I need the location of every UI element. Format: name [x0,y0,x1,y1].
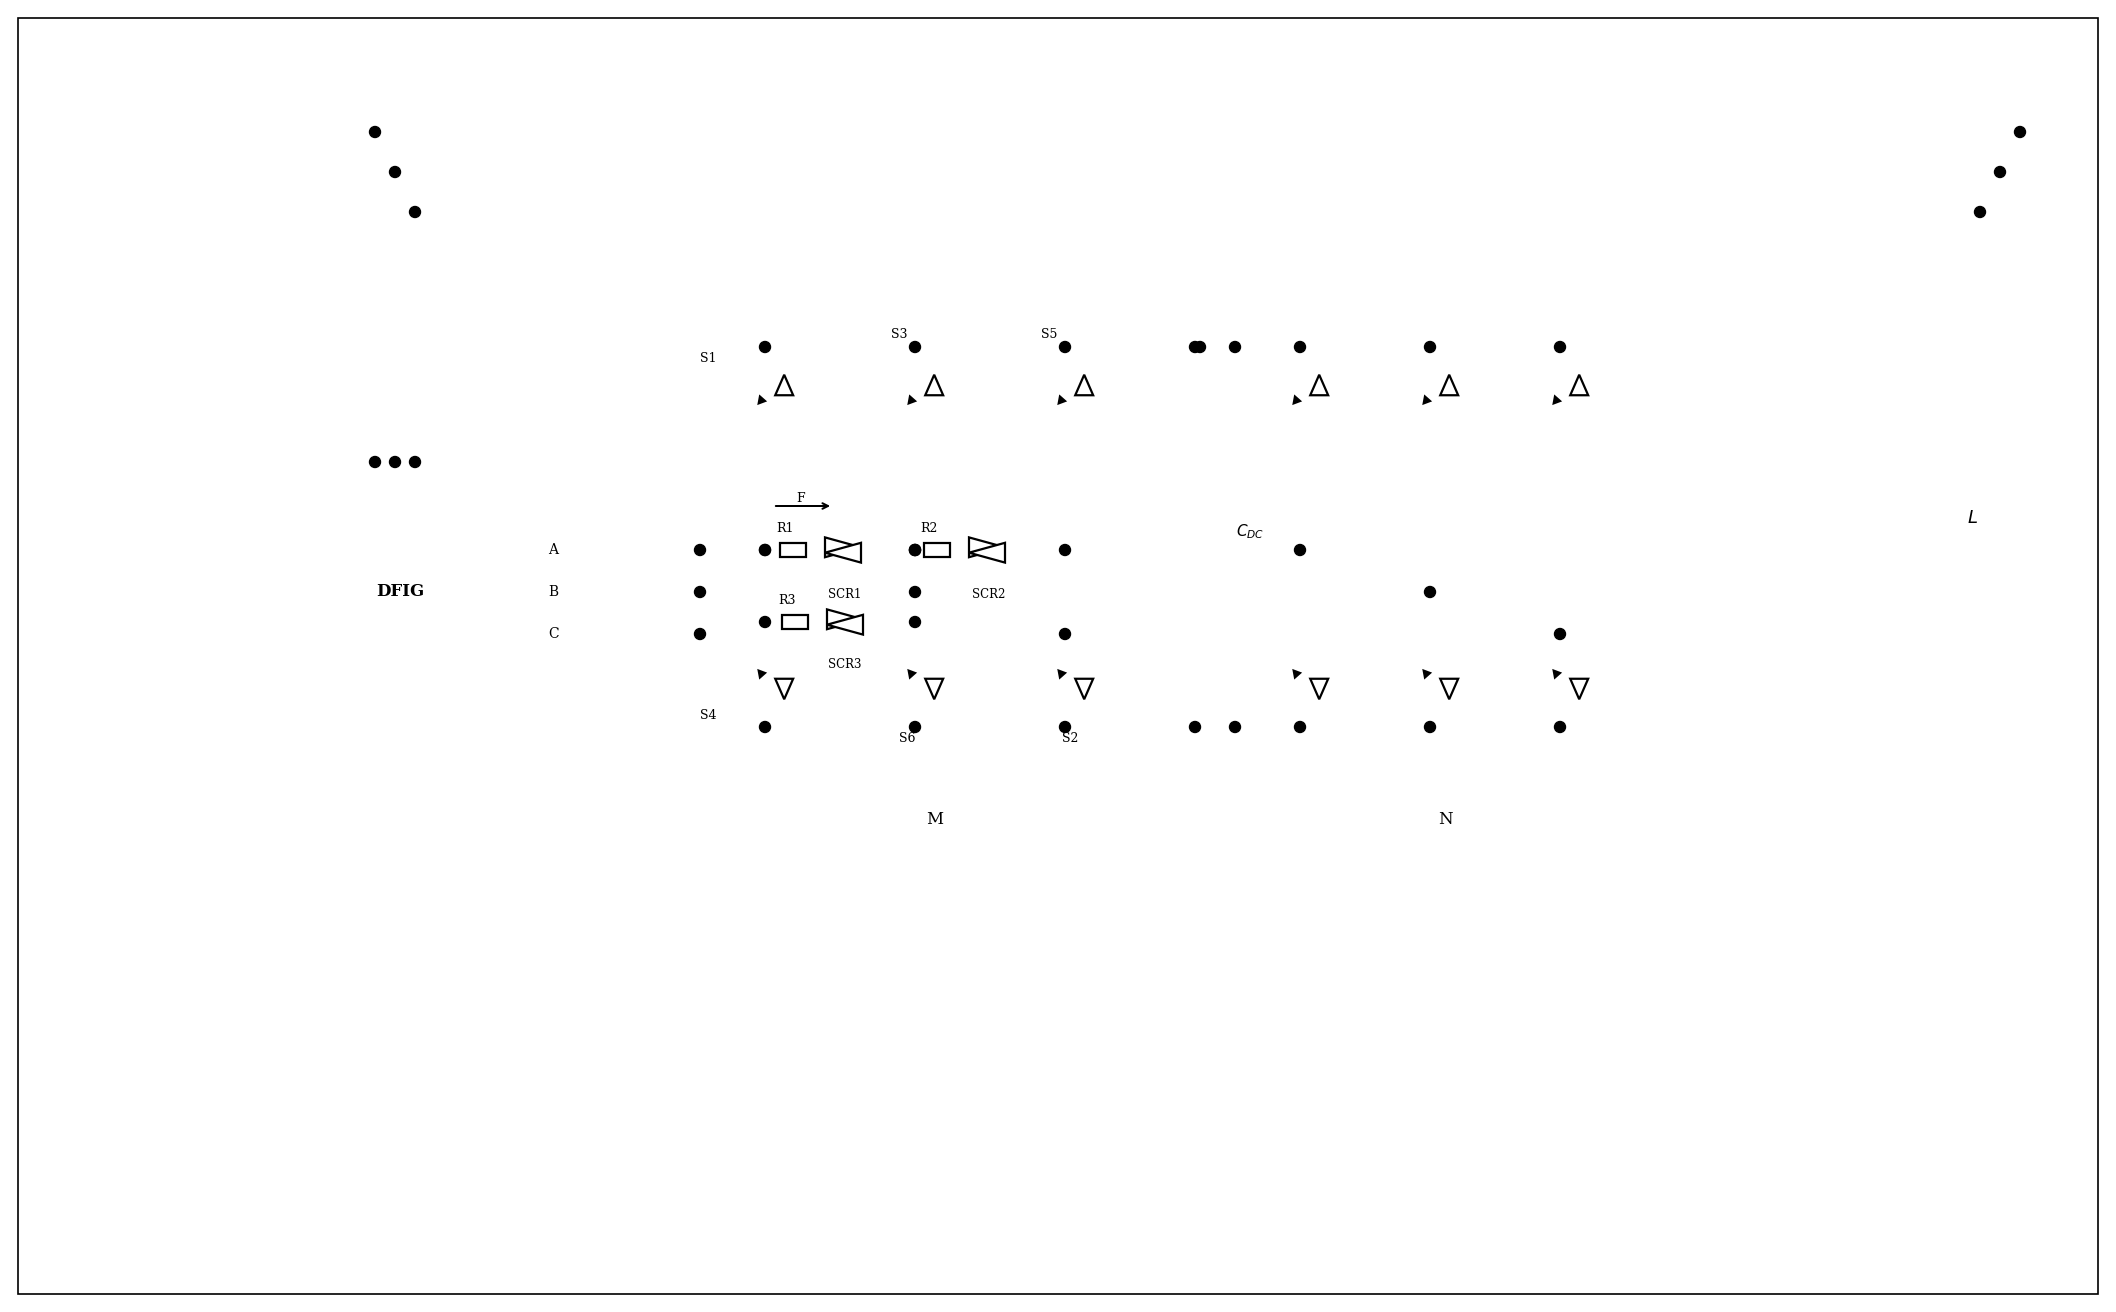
Circle shape [411,206,421,218]
Circle shape [910,544,920,555]
Circle shape [1189,722,1200,732]
Bar [925,543,950,558]
Circle shape [910,722,920,732]
Bar [781,543,806,558]
Circle shape [1189,341,1200,353]
Polygon shape [1293,396,1299,403]
Polygon shape [925,678,944,699]
Text: S3: S3 [891,328,908,341]
Polygon shape [969,538,1005,558]
Polygon shape [969,543,1005,563]
Circle shape [1295,544,1306,555]
Circle shape [1974,206,1985,218]
Circle shape [760,341,770,353]
Text: R1: R1 [777,521,794,534]
Circle shape [1995,167,2006,177]
Text: R3: R3 [779,593,796,606]
Text: S6: S6 [899,732,916,745]
Polygon shape [1075,678,1094,699]
Circle shape [1229,722,1240,732]
Text: SCR3: SCR3 [827,657,861,670]
Circle shape [1295,341,1306,353]
Circle shape [1196,341,1206,353]
Circle shape [1295,722,1306,732]
Polygon shape [908,670,914,677]
Text: S2: S2 [1062,732,1079,745]
Text: B: B [548,585,559,600]
Polygon shape [925,375,944,395]
Polygon shape [1424,396,1430,403]
Bar [125,579,157,606]
Circle shape [1060,722,1071,732]
Text: $C_{DC}$: $C_{DC}$ [1236,522,1263,542]
Polygon shape [908,396,914,403]
Text: S4: S4 [700,708,715,722]
Text: SCR1: SCR1 [827,589,861,601]
Polygon shape [1424,670,1430,677]
Text: S1: S1 [700,352,715,365]
Polygon shape [1570,375,1589,395]
Bar [783,615,808,628]
Circle shape [1060,544,1071,555]
Polygon shape [1293,670,1299,677]
Polygon shape [1553,670,1559,677]
Polygon shape [1570,678,1589,699]
Polygon shape [774,375,794,395]
Circle shape [1424,586,1435,597]
Circle shape [389,167,400,177]
Bar [700,302,1170,792]
Polygon shape [760,396,766,403]
Text: $L$: $L$ [1966,509,1978,527]
Circle shape [910,586,920,597]
Text: M: M [927,812,944,828]
Polygon shape [1058,670,1064,677]
Circle shape [1424,341,1435,353]
Polygon shape [827,615,863,635]
Circle shape [1555,628,1566,639]
Circle shape [1060,341,1071,353]
Circle shape [1555,722,1566,732]
Polygon shape [1310,375,1329,395]
Circle shape [694,586,705,597]
Circle shape [370,126,381,138]
Polygon shape [1058,396,1064,403]
Circle shape [1229,341,1240,353]
Polygon shape [1441,678,1458,699]
Circle shape [1060,628,1071,639]
Text: DFIG: DFIG [377,584,423,601]
Bar [1229,302,1659,792]
Polygon shape [825,538,861,558]
Circle shape [1555,341,1566,353]
Circle shape [760,544,770,555]
Circle shape [2014,126,2025,138]
Circle shape [910,341,920,353]
Circle shape [411,457,421,467]
Text: R2: R2 [920,521,937,534]
Text: F: F [798,492,806,505]
Circle shape [760,722,770,732]
Circle shape [910,544,920,555]
Polygon shape [1553,396,1559,403]
Polygon shape [1441,375,1458,395]
Polygon shape [774,678,794,699]
Text: N: N [1437,812,1452,828]
Polygon shape [827,609,863,630]
Text: A: A [548,543,559,558]
Circle shape [910,544,920,555]
Circle shape [760,617,770,627]
Polygon shape [1310,678,1329,699]
Text: S5: S5 [1041,328,1058,341]
Circle shape [910,617,920,627]
Polygon shape [1075,375,1094,395]
Circle shape [694,628,705,639]
Circle shape [370,457,381,467]
Polygon shape [825,543,861,563]
Text: SCR2: SCR2 [973,589,1005,601]
Circle shape [389,457,400,467]
Circle shape [1424,722,1435,732]
Circle shape [760,544,770,555]
Text: C: C [548,627,559,642]
Circle shape [694,544,705,555]
Polygon shape [760,670,766,677]
